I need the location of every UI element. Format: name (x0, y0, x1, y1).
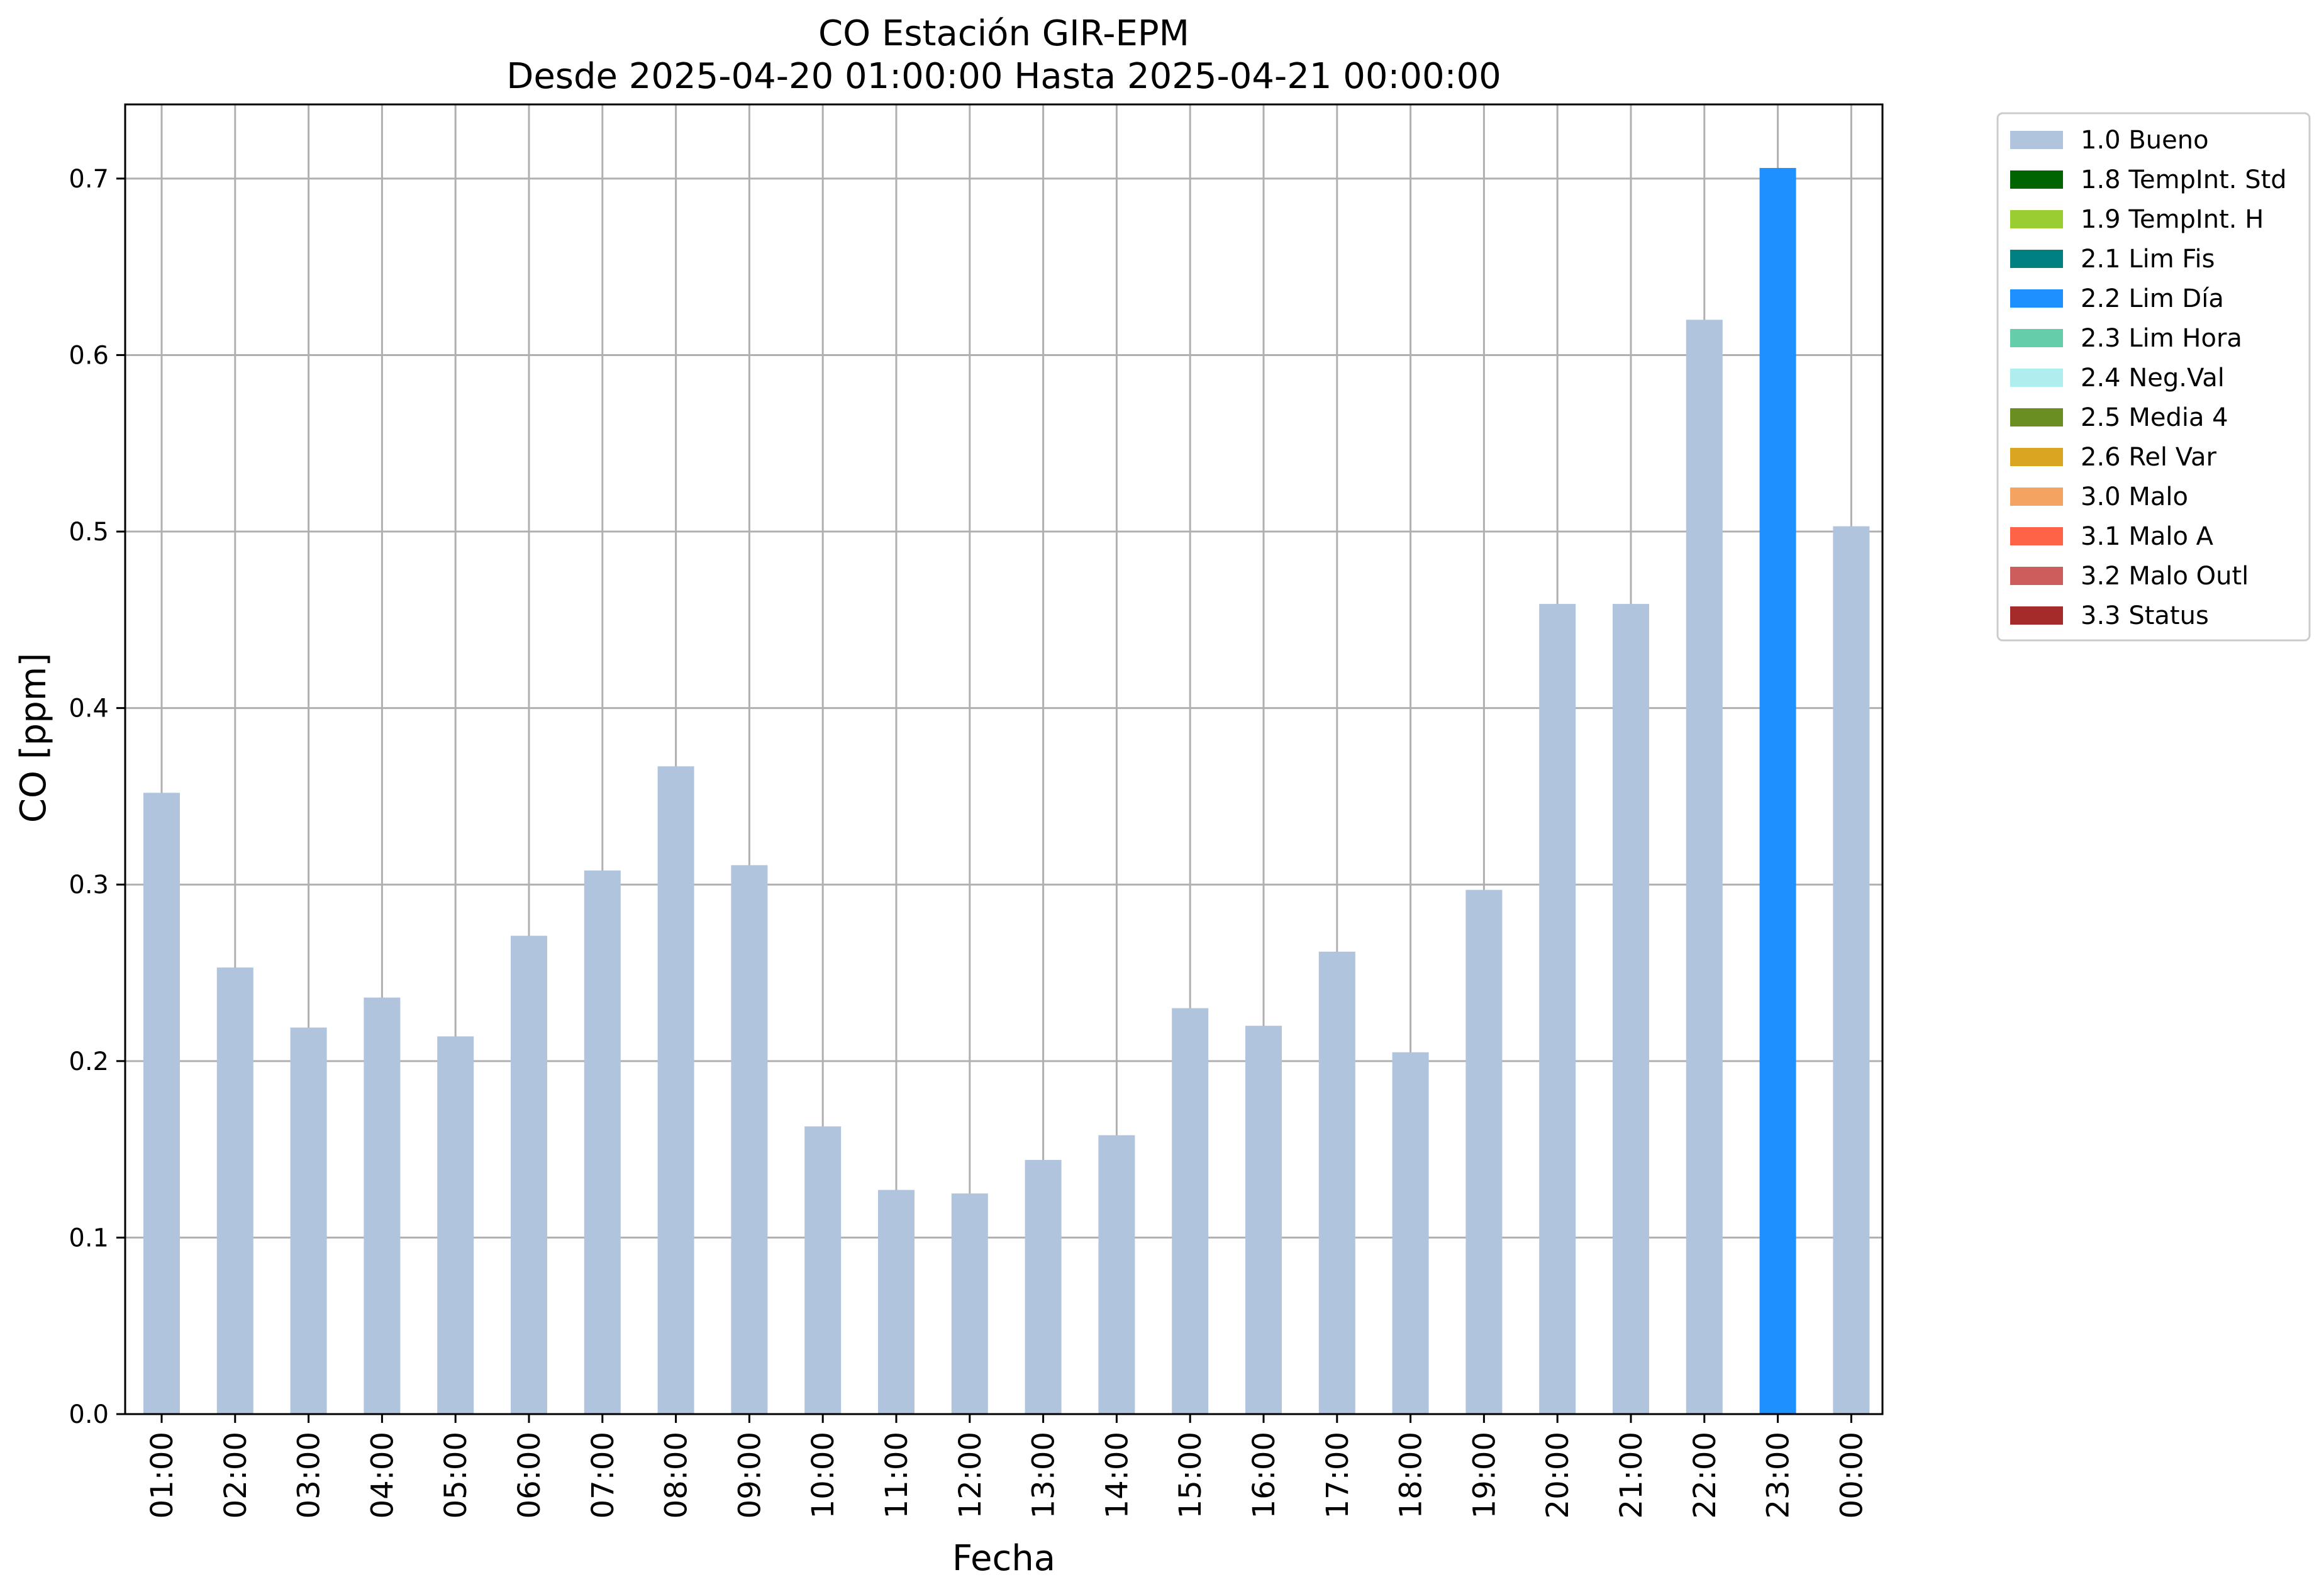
y-tick-label: 0.0 (69, 1400, 109, 1429)
bars (143, 168, 1870, 1415)
bar-1700 (1318, 951, 1355, 1414)
legend-swatch (2010, 250, 2063, 268)
legend-entry-label: 3.3 Status (2081, 601, 2209, 630)
plot-frame (124, 103, 1884, 1415)
x-axis-label: Fecha (952, 1538, 1055, 1579)
bar-1200 (951, 1193, 988, 1414)
bar-2300 (1759, 168, 1796, 1415)
legend-entry-label: 3.1 Malo A (2081, 522, 2214, 551)
legend-entry-label: 1.9 TempInt. H (2081, 205, 2264, 234)
bar-1400 (1098, 1135, 1135, 1414)
bar-0800 (657, 766, 694, 1414)
legend-entry-label: 1.0 Bueno (2081, 126, 2209, 155)
x-tick-label: 18:00 (1394, 1432, 1429, 1519)
bar-1800 (1392, 1052, 1429, 1414)
x-tick-label: 17:00 (1320, 1432, 1355, 1519)
x-tick-label: 00:00 (1834, 1432, 1869, 1519)
legend-entry-label: 2.6 Rel Var (2081, 443, 2217, 472)
bar-2000 (1539, 604, 1576, 1415)
legend-swatch (2010, 369, 2063, 387)
bar-0500 (437, 1036, 474, 1414)
bar-0700 (584, 870, 621, 1414)
bar-1500 (1172, 1008, 1209, 1414)
legend-entry-label: 3.0 Malo (2081, 482, 2188, 511)
bar-1600 (1245, 1025, 1282, 1414)
chart-subtitle: Desde 2025-04-20 01:00:00 Hasta 2025-04-… (506, 56, 1501, 97)
bar-0900 (731, 865, 768, 1414)
x-tick-label: 02:00 (218, 1432, 253, 1519)
legend-entry-label: 2.1 Lim Fis (2081, 245, 2215, 274)
bar-1900 (1465, 889, 1503, 1414)
legend-swatch (2010, 170, 2063, 189)
x-tick-label: 06:00 (512, 1432, 547, 1519)
bar-2100 (1613, 604, 1649, 1415)
legend-swatch (2010, 329, 2063, 347)
y-tick-label: 0.6 (69, 341, 109, 370)
x-tick-label: 23:00 (1761, 1432, 1796, 1519)
bar-0600 (511, 935, 547, 1414)
y-tick-label: 0.2 (69, 1047, 109, 1076)
bar-0200 (216, 967, 253, 1414)
y-tick-label: 0.3 (69, 871, 109, 900)
x-tick-label: 21:00 (1614, 1432, 1649, 1519)
legend-swatch (2010, 567, 2063, 585)
x-tick-label: 04:00 (365, 1432, 400, 1519)
legend: 1.0 Bueno 1.8 TempInt. Std 1.9 TempInt. H 2… (1996, 112, 2311, 642)
axes: 0.0 0.1 0.2 0.3 0.4 0.5 0.6 0.7 01:00 02:00 03:00 0… (69, 103, 1884, 1519)
x-tick-label: 12:00 (953, 1432, 988, 1519)
legend-frame (1996, 112, 2311, 642)
bar-0100 (143, 793, 180, 1414)
legend-swatch (2010, 131, 2063, 149)
x-tick-label: 09:00 (732, 1432, 767, 1519)
x-tick-label: 01:00 (145, 1432, 180, 1519)
legend-swatch (2010, 210, 2063, 228)
legend-entry-label: 1.8 TempInt. Std (2081, 165, 2287, 194)
x-tick-label: 22:00 (1687, 1432, 1723, 1519)
bar-1300 (1025, 1159, 1062, 1414)
x-tick-label: 19:00 (1467, 1432, 1502, 1519)
y-tick-label: 0.4 (69, 694, 109, 723)
y-tick-label: 0.7 (69, 165, 109, 194)
legend-swatch (2010, 408, 2063, 426)
legend-swatch (2010, 527, 2063, 545)
legend-swatch (2010, 606, 2063, 625)
x-tick-label: 14:00 (1099, 1432, 1135, 1519)
x-tick-label: 11:00 (879, 1432, 915, 1519)
bar-1100 (878, 1190, 915, 1414)
legend-entry-label: 2.3 Lim Hora (2081, 324, 2242, 353)
bar-0400 (364, 997, 401, 1414)
legend-swatch (2010, 289, 2063, 308)
legend-entry-label: 2.5 Media 4 (2081, 403, 2228, 432)
bar-0300 (290, 1027, 327, 1414)
x-tick-label: 08:00 (659, 1432, 694, 1519)
chart-title: CO Estación GIR-EPM (818, 13, 1189, 54)
y-tick-label: 0.5 (69, 518, 109, 547)
x-tick-label: 13:00 (1026, 1432, 1062, 1519)
bar-1000 (804, 1126, 842, 1414)
x-tick-label: 10:00 (806, 1432, 841, 1519)
x-tick-label: 15:00 (1173, 1432, 1208, 1519)
legend-swatch (2010, 488, 2063, 506)
legend-entry-label: 2.4 Neg.Val (2081, 364, 2225, 393)
bar-2200 (1686, 320, 1723, 1414)
x-tick-label: 20:00 (1540, 1432, 1576, 1519)
x-tick-label: 03:00 (292, 1432, 327, 1519)
legend-entry-label: 2.2 Lim Día (2081, 284, 2224, 313)
bar-0000 (1833, 526, 1870, 1415)
x-tick-label: 05:00 (438, 1432, 474, 1519)
legend-swatch (2010, 448, 2063, 466)
legend-entry-label: 3.2 Malo Outl (2081, 562, 2249, 591)
y-tick-label: 0.1 (69, 1223, 109, 1252)
y-axis-label: CO [ppm] (13, 653, 54, 823)
x-tick-label: 07:00 (586, 1432, 621, 1519)
x-tick-label: 16:00 (1247, 1432, 1282, 1519)
